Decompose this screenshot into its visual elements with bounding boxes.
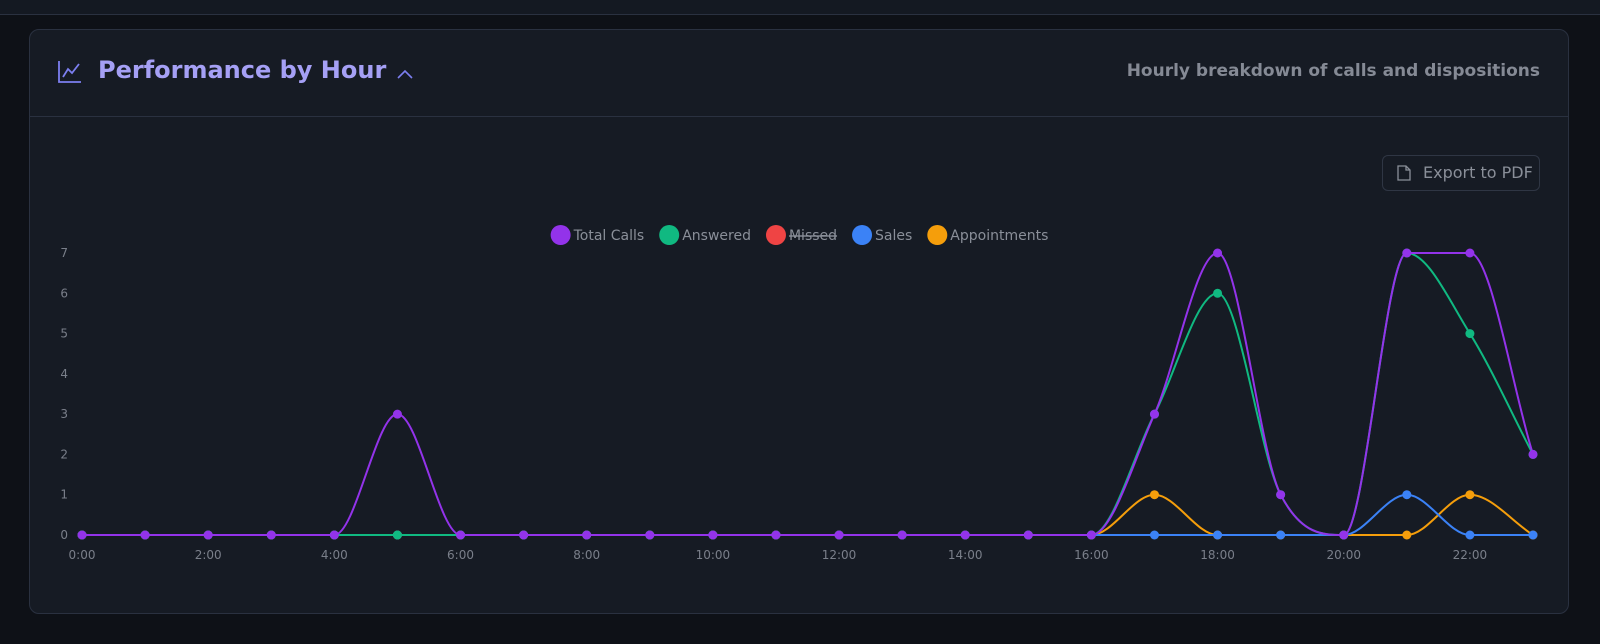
x-tick-label: 10:00 <box>696 548 731 562</box>
data-point <box>203 530 213 540</box>
export-button[interactable]: Export to PDF <box>1382 155 1540 191</box>
data-point <box>266 530 276 540</box>
export-label: Export to PDF <box>1423 163 1533 182</box>
legend-item[interactable]: Total Calls <box>550 225 645 245</box>
y-tick-label: 6 <box>60 286 68 300</box>
data-point <box>1528 530 1538 540</box>
pdf-icon <box>1397 165 1411 181</box>
legend-item[interactable]: Appointments <box>927 225 1048 245</box>
data-point <box>1023 530 1033 540</box>
data-point <box>1465 490 1475 500</box>
title: Performance by Hour <box>98 56 387 84</box>
x-tick-label: 12:00 <box>822 548 857 562</box>
data-point <box>1402 530 1412 540</box>
x-tick-label: 0:00 <box>69 548 96 562</box>
data-point <box>1213 248 1223 258</box>
x-tick-label: 4:00 <box>321 548 348 562</box>
x-tick-label: 20:00 <box>1326 548 1361 562</box>
data-point <box>1465 248 1475 258</box>
data-point <box>77 530 87 540</box>
legend-swatch <box>852 225 873 245</box>
card-header: Performance by Hour Hourly breakdown of … <box>30 30 1568 117</box>
data-point <box>1339 530 1349 540</box>
data-point <box>897 530 907 540</box>
card: Performance by Hour Hourly breakdown of … <box>29 29 1569 614</box>
legend-swatch <box>927 225 948 245</box>
data-point <box>1276 490 1286 500</box>
top-bar <box>0 0 1600 15</box>
y-tick-label: 7 <box>60 246 68 260</box>
data-point <box>708 530 718 540</box>
data-point <box>1213 530 1223 540</box>
data-point <box>960 530 970 540</box>
data-point <box>582 530 592 540</box>
collapse-chevron[interactable] <box>396 68 414 80</box>
data-point <box>771 530 781 540</box>
data-point <box>329 530 339 540</box>
x-tick-label: 8:00 <box>573 548 600 562</box>
y-tick-label: 1 <box>60 488 68 502</box>
x-tick-label: 2:00 <box>195 548 222 562</box>
legend-swatch <box>765 225 786 245</box>
y-tick-label: 0 <box>60 528 68 542</box>
subtitle: Hourly breakdown of calls and dispositio… <box>1126 61 1540 81</box>
legend-item[interactable]: Missed <box>765 225 837 245</box>
data-point <box>392 530 402 540</box>
data-point <box>1213 288 1223 298</box>
data-point <box>1149 409 1159 419</box>
chart-icon <box>58 61 81 83</box>
y-tick-label: 2 <box>60 447 68 461</box>
x-tick-label: 16:00 <box>1074 548 1109 562</box>
series-line <box>82 251 1534 537</box>
x-tick-label: 14:00 <box>948 548 983 562</box>
legend-swatch <box>550 225 571 245</box>
data-point <box>1465 329 1475 339</box>
legend-swatch <box>659 225 680 245</box>
data-point <box>1465 530 1475 540</box>
legend-item[interactable]: Sales <box>852 225 912 245</box>
data-point <box>392 409 402 419</box>
y-tick-label: 4 <box>60 367 68 381</box>
legend-item[interactable]: Answered <box>659 225 751 245</box>
legend-label: Sales <box>875 228 912 244</box>
x-tick-label: 22:00 <box>1453 548 1488 562</box>
data-point <box>1528 449 1538 459</box>
data-point <box>834 530 844 540</box>
x-tick-label: 6:00 <box>447 548 474 562</box>
data-point <box>140 530 150 540</box>
data-point <box>1149 490 1159 500</box>
data-point <box>645 530 655 540</box>
legend-label: Appointments <box>950 228 1048 244</box>
data-point <box>456 530 466 540</box>
data-point <box>1276 530 1286 540</box>
series-line <box>82 251 1534 537</box>
data-point <box>1402 490 1412 500</box>
data-point <box>519 530 529 540</box>
series-line <box>82 493 1534 536</box>
y-tick-label: 3 <box>60 407 68 421</box>
legend-label: Answered <box>682 228 751 244</box>
data-point <box>1402 248 1412 258</box>
data-point <box>1149 530 1159 540</box>
legend-label: Total Calls <box>573 228 645 244</box>
x-tick-label: 18:00 <box>1200 548 1235 562</box>
series-line <box>82 493 1533 536</box>
legend-label: Missed <box>789 228 837 244</box>
y-tick-label: 5 <box>60 327 68 341</box>
data-point <box>1086 530 1096 540</box>
